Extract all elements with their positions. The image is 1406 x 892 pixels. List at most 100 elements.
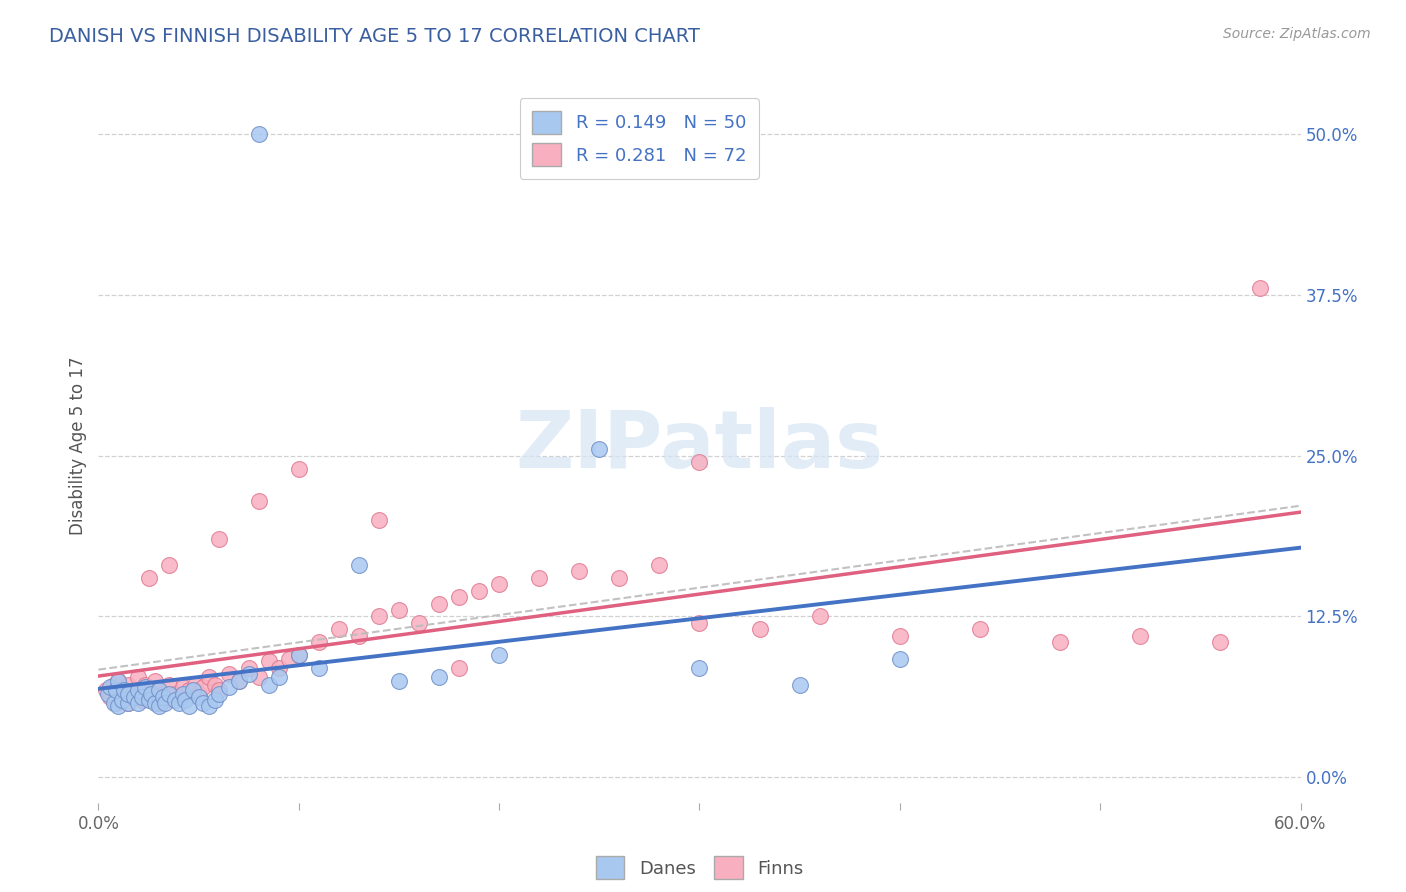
Point bbox=[177, 682, 200, 697]
Point bbox=[529, 571, 551, 585]
Point bbox=[117, 677, 139, 691]
Point bbox=[139, 686, 162, 700]
Point bbox=[152, 690, 174, 705]
Point bbox=[134, 677, 156, 691]
Point bbox=[114, 682, 136, 697]
Point bbox=[111, 693, 134, 707]
Point bbox=[648, 558, 671, 572]
Point bbox=[1129, 629, 1152, 643]
Point bbox=[208, 686, 231, 700]
Point bbox=[183, 677, 205, 691]
Point bbox=[138, 571, 160, 585]
Point bbox=[288, 648, 311, 662]
Point bbox=[308, 635, 330, 649]
Point bbox=[889, 629, 911, 643]
Point bbox=[197, 670, 219, 684]
Point bbox=[100, 690, 122, 705]
Point bbox=[388, 673, 411, 688]
Point bbox=[191, 680, 214, 694]
Point bbox=[134, 680, 156, 694]
Point bbox=[187, 686, 209, 700]
Point bbox=[148, 682, 170, 697]
Point bbox=[218, 680, 240, 694]
Point bbox=[427, 670, 450, 684]
Point bbox=[187, 690, 209, 705]
Point bbox=[488, 648, 510, 662]
Point bbox=[172, 686, 194, 700]
Point bbox=[157, 558, 180, 572]
Point bbox=[117, 696, 139, 710]
Point bbox=[131, 690, 153, 705]
Point bbox=[152, 686, 174, 700]
Point bbox=[153, 693, 176, 707]
Point bbox=[288, 648, 311, 662]
Point bbox=[107, 673, 129, 688]
Point bbox=[689, 455, 711, 469]
Point bbox=[117, 686, 139, 700]
Point bbox=[218, 667, 240, 681]
Point bbox=[288, 461, 311, 475]
Point bbox=[148, 696, 170, 710]
Point bbox=[128, 682, 150, 697]
Point bbox=[157, 677, 180, 691]
Point bbox=[468, 583, 491, 598]
Point bbox=[808, 609, 831, 624]
Point bbox=[267, 670, 290, 684]
Point bbox=[181, 682, 204, 697]
Point bbox=[97, 686, 120, 700]
Point bbox=[167, 690, 190, 705]
Point bbox=[117, 696, 139, 710]
Point bbox=[689, 661, 711, 675]
Point bbox=[163, 693, 186, 707]
Point bbox=[368, 609, 391, 624]
Point bbox=[128, 696, 150, 710]
Point bbox=[308, 661, 330, 675]
Point bbox=[257, 677, 280, 691]
Point bbox=[103, 677, 125, 691]
Point bbox=[208, 533, 231, 547]
Point bbox=[328, 622, 350, 636]
Point bbox=[447, 590, 470, 604]
Point bbox=[128, 682, 150, 697]
Point bbox=[173, 693, 195, 707]
Point bbox=[689, 615, 711, 630]
Point bbox=[1049, 635, 1071, 649]
Point bbox=[96, 682, 118, 697]
Point bbox=[889, 652, 911, 666]
Point bbox=[609, 571, 631, 585]
Legend: Danes, Finns: Danes, Finns bbox=[588, 849, 811, 887]
Point bbox=[107, 699, 129, 714]
Point bbox=[347, 629, 370, 643]
Point bbox=[228, 673, 250, 688]
Point bbox=[388, 603, 411, 617]
Point bbox=[172, 680, 194, 694]
Point bbox=[368, 513, 391, 527]
Text: ZIPatlas: ZIPatlas bbox=[516, 407, 883, 485]
Point bbox=[247, 493, 270, 508]
Point bbox=[143, 696, 166, 710]
Point bbox=[107, 673, 129, 688]
Point bbox=[969, 622, 991, 636]
Point bbox=[105, 682, 128, 697]
Point bbox=[257, 654, 280, 668]
Point bbox=[100, 680, 122, 694]
Point bbox=[138, 686, 160, 700]
Point bbox=[153, 696, 176, 710]
Point bbox=[124, 690, 146, 705]
Point bbox=[748, 622, 770, 636]
Point bbox=[124, 690, 146, 705]
Point bbox=[128, 670, 150, 684]
Point bbox=[143, 673, 166, 688]
Point bbox=[204, 677, 226, 691]
Point bbox=[148, 699, 170, 714]
Point bbox=[157, 686, 180, 700]
Text: Source: ZipAtlas.com: Source: ZipAtlas.com bbox=[1223, 27, 1371, 41]
Point bbox=[138, 693, 160, 707]
Point bbox=[247, 670, 270, 684]
Point bbox=[114, 682, 136, 697]
Y-axis label: Disability Age 5 to 17: Disability Age 5 to 17 bbox=[69, 357, 87, 535]
Point bbox=[588, 442, 610, 457]
Point bbox=[228, 673, 250, 688]
Point bbox=[177, 699, 200, 714]
Point bbox=[167, 696, 190, 710]
